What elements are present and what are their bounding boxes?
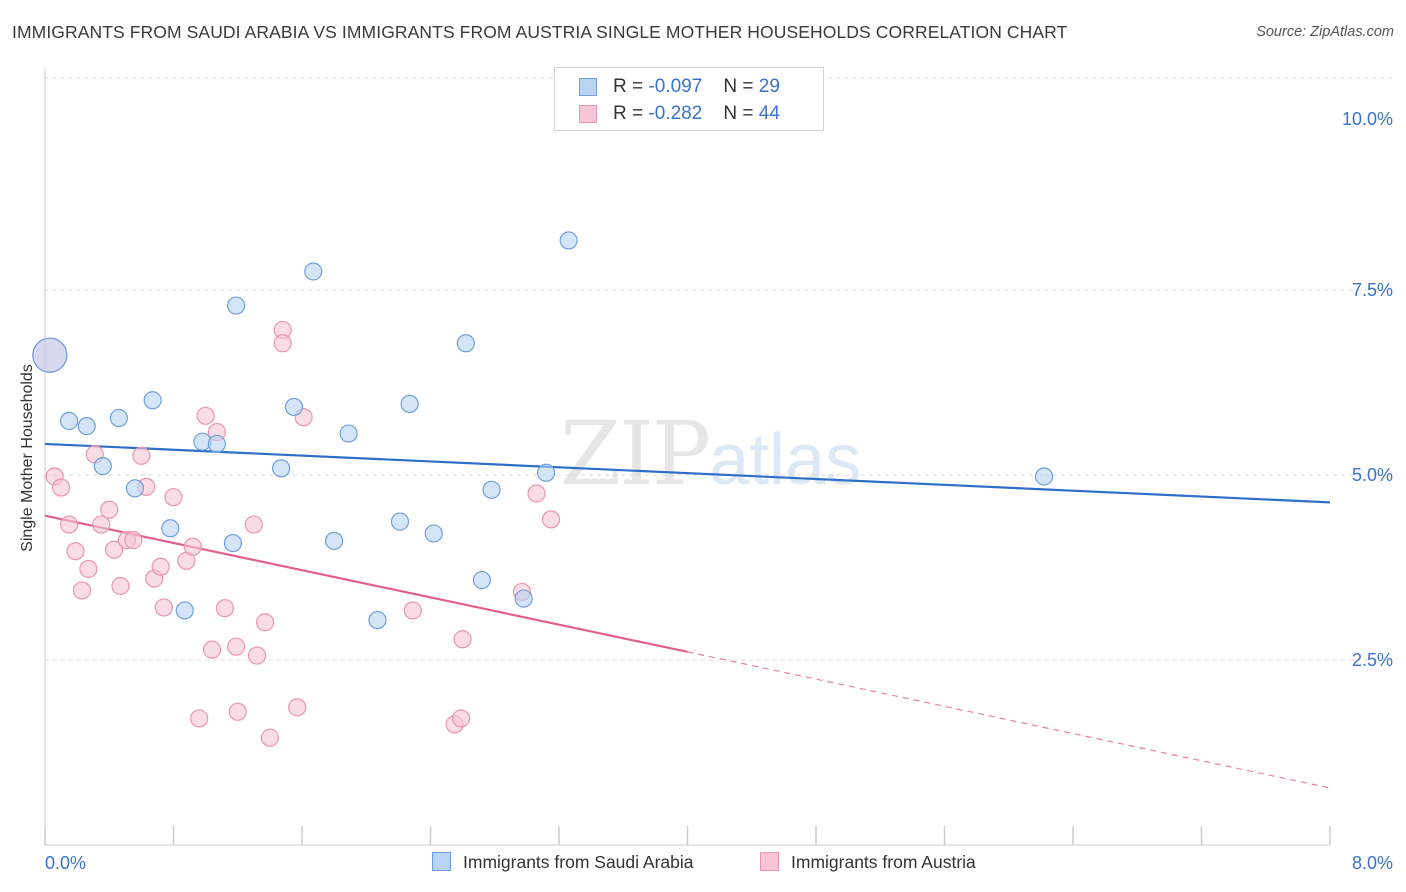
point-saudi-arabia: [284, 397, 304, 417]
point-austria: [403, 601, 422, 620]
point-saudi-arabia: [32, 337, 68, 373]
trend-line-saudi-arabia: [44, 442, 1331, 504]
point-austria: [183, 537, 202, 556]
point-austria: [541, 510, 561, 529]
point-saudi-arabia: [207, 434, 226, 454]
trend-lines: [44, 442, 1331, 789]
data-points: [32, 231, 1054, 747]
bottom-legend-label: Immigrants from Austria: [791, 852, 976, 872]
legend-r-label: R =: [613, 76, 644, 97]
x-tick-label: 0.0%: [45, 853, 86, 873]
point-saudi-arabia: [161, 519, 180, 538]
legend-n-value: 44: [758, 103, 780, 124]
point-saudi-arabia: [272, 459, 291, 478]
bottom-legend-swatch-blue: [432, 852, 451, 871]
point-austria: [66, 542, 85, 561]
point-austria: [215, 599, 234, 618]
point-saudi-arabia: [175, 601, 194, 620]
point-austria: [190, 709, 209, 728]
point-saudi-arabia: [339, 424, 358, 443]
correlation-legend: R = -0.097 N = 29 R = -0.282 N = 44: [554, 67, 824, 131]
point-austria: [527, 484, 546, 503]
point-austria: [154, 598, 173, 617]
bottom-legend-swatch-pink: [760, 852, 779, 871]
point-saudi-arabia: [223, 533, 243, 553]
point-saudi-arabia: [456, 334, 475, 353]
point-saudi-arabia: [304, 262, 323, 281]
point-saudi-arabia: [59, 411, 79, 431]
point-austria: [92, 515, 111, 534]
point-austria: [132, 446, 151, 465]
point-saudi-arabia: [514, 589, 533, 608]
source-credit: Source: ZipAtlas.com: [1256, 24, 1394, 40]
point-austria: [72, 581, 92, 600]
point-saudi-arabia: [482, 480, 501, 499]
point-saudi-arabia: [559, 231, 578, 250]
point-austria: [100, 500, 119, 519]
point-austria: [255, 613, 275, 632]
legend-r-value: -0.282: [648, 103, 703, 124]
y-tick-label: 2.5%: [1352, 650, 1393, 670]
grid: [45, 77, 1392, 661]
point-saudi-arabia: [109, 408, 128, 428]
point-austria: [451, 709, 471, 728]
legend-text: R = -0.097 N = 29: [613, 76, 780, 98]
legend-n-value: 29: [758, 76, 780, 97]
point-austria: [288, 698, 307, 717]
point-austria: [260, 728, 279, 747]
axes: [44, 68, 1331, 846]
x-tick-label: 8.0%: [1352, 853, 1393, 873]
point-saudi-arabia: [400, 394, 419, 414]
point-austria: [124, 531, 143, 550]
y-axis-label: Single Mother Households: [19, 364, 36, 552]
point-austria: [164, 488, 183, 507]
point-austria: [247, 646, 267, 665]
point-austria: [244, 515, 263, 534]
y-tick-label: 10.0%: [1342, 109, 1393, 129]
point-saudi-arabia: [143, 391, 162, 410]
point-saudi-arabia: [325, 531, 344, 550]
tick-labels: 2.5% 5.0% 7.5% 10.0% 0.0% 8.0%: [45, 109, 1393, 873]
bottom-legend-label: Immigrants from Saudi Arabia: [463, 852, 694, 872]
point-austria: [196, 406, 215, 425]
point-saudi-arabia: [93, 457, 112, 476]
legend-n-label: N =: [723, 76, 754, 97]
point-austria: [59, 515, 79, 534]
point-saudi-arabia: [227, 296, 246, 315]
point-austria: [111, 576, 130, 596]
point-saudi-arabia: [537, 463, 556, 482]
point-austria: [51, 478, 71, 497]
legend-r-value: -0.097: [648, 76, 703, 97]
point-saudi-arabia: [472, 570, 491, 590]
legend-swatch-blue: [579, 78, 597, 96]
legend-swatch-pink: [579, 105, 597, 123]
point-austria: [79, 559, 98, 579]
point-austria: [104, 540, 124, 559]
point-austria: [453, 630, 472, 649]
trend-line-austria: [44, 514, 688, 653]
point-austria: [273, 334, 292, 353]
point-saudi-arabia: [390, 512, 410, 531]
bottom-legend-austria: Immigrants from Austria: [760, 852, 976, 873]
point-saudi-arabia: [1034, 467, 1054, 486]
legend-r-label: R =: [613, 103, 644, 124]
legend-n-label: N =: [723, 103, 754, 124]
y-tick-label: 5.0%: [1352, 465, 1393, 485]
point-austria: [151, 557, 170, 576]
y-tick-label: 7.5%: [1352, 280, 1393, 300]
point-saudi-arabia: [77, 417, 96, 436]
trend-line-extension-austria: [687, 651, 1331, 789]
point-austria: [228, 702, 247, 721]
point-austria: [202, 640, 222, 659]
point-saudi-arabia: [125, 479, 145, 498]
point-saudi-arabia: [424, 524, 443, 543]
bottom-legend-saudi-arabia: Immigrants from Saudi Arabia: [432, 852, 694, 873]
point-austria: [227, 637, 246, 656]
point-saudi-arabia: [368, 610, 387, 630]
chart-title: IMMIGRANTS FROM SAUDI ARABIA VS IMMIGRAN…: [12, 22, 1068, 42]
legend-text: R = -0.282 N = 44: [613, 103, 780, 125]
